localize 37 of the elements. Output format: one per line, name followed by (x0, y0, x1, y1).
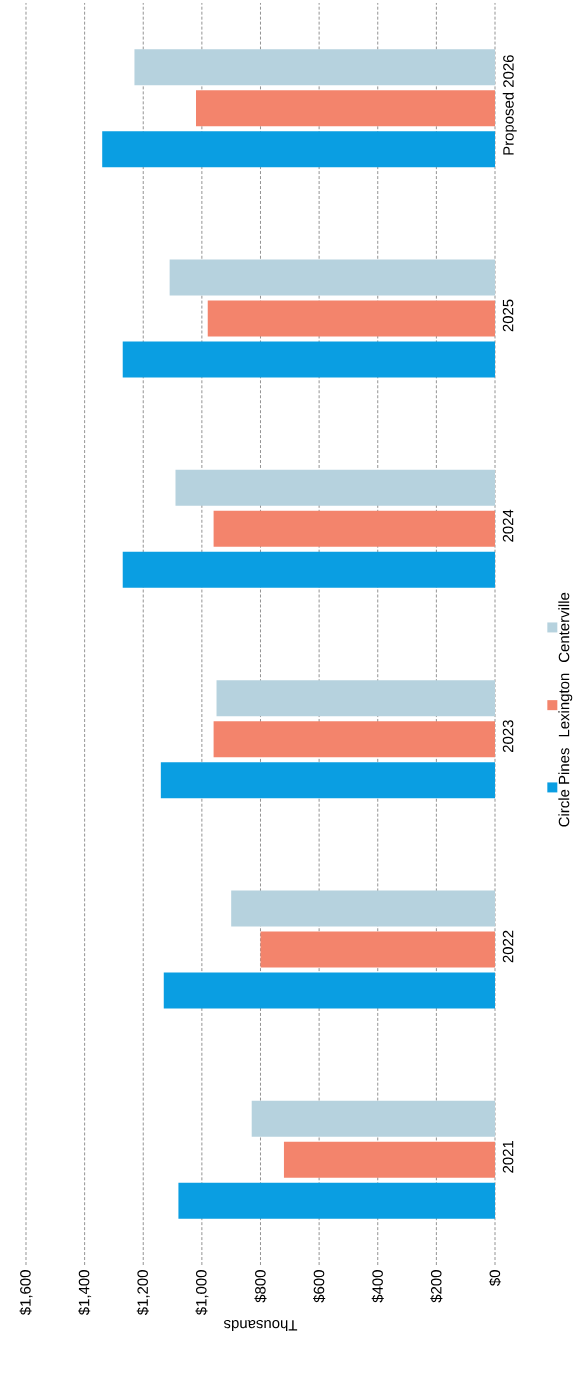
legend-label: Circle Pines (558, 748, 570, 827)
bar (169, 259, 495, 296)
x-tick-label: $1,000 (195, 1270, 209, 1316)
bar (102, 131, 495, 168)
legend-label: Centerville (558, 592, 570, 662)
bar (251, 1100, 495, 1137)
x-tick-label: $400 (371, 1270, 384, 1303)
legend-label: Lexington (558, 673, 573, 737)
y-tick-label: 2023 (502, 720, 514, 753)
bar (207, 300, 495, 337)
x-tick-label: $1,600 (19, 1270, 33, 1316)
y-tick-label: 2021 (502, 1140, 514, 1173)
bar (260, 931, 495, 968)
x-tick-label: $200 (430, 1270, 443, 1303)
bar (160, 762, 495, 799)
bar (175, 469, 495, 506)
y-tick-label: 2024 (502, 509, 514, 542)
bar (122, 341, 495, 378)
bar (213, 510, 495, 547)
x-tick-label: $1,400 (78, 1270, 92, 1316)
x-tick-label: $0 (488, 1270, 502, 1286)
bar (283, 1141, 495, 1178)
bar (231, 890, 495, 927)
bar (216, 680, 495, 717)
x-tick-label: $800 (254, 1270, 267, 1303)
bar (134, 49, 495, 86)
y-tick-label: 2025 (502, 299, 514, 332)
bar (213, 721, 495, 758)
bar (196, 90, 495, 127)
bar (178, 1182, 495, 1219)
y-tick-label: 2022 (502, 930, 514, 963)
bar (163, 972, 495, 1009)
bar (122, 551, 495, 588)
x-tick-label: $1,200 (136, 1270, 150, 1316)
x-axis-title: Thousands (224, 1320, 298, 1332)
y-tick-label: Proposed 2026 (502, 55, 517, 155)
x-tick-label: $600 (313, 1270, 326, 1303)
